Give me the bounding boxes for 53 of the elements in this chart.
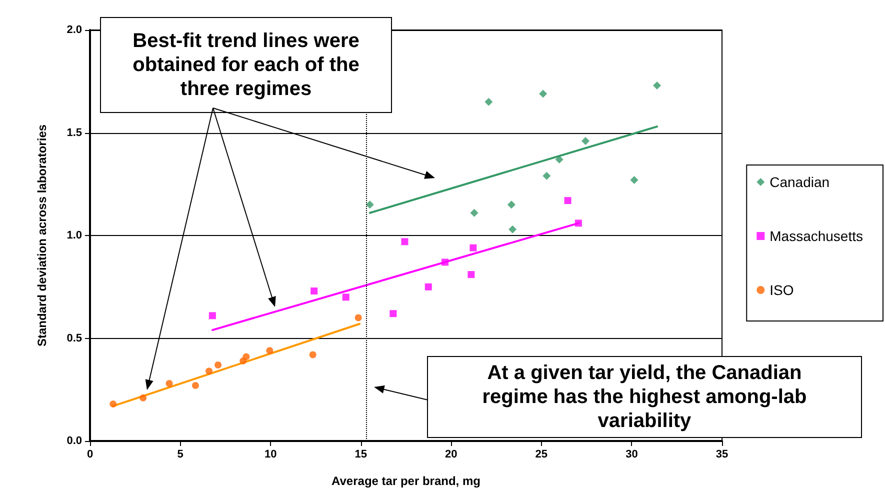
point	[242, 353, 250, 360]
x-tick-label: 35	[716, 448, 728, 460]
y-tick-label: 2.0	[66, 24, 82, 36]
point	[214, 361, 222, 368]
annotation: Best-fit trend lines were obtained for each of the three regimes	[132, 29, 360, 101]
callout: At a given tar yield, the Canadian regime has the highest among-lab variability	[427, 356, 862, 438]
point	[484, 98, 493, 106]
point	[508, 225, 517, 234]
point	[470, 208, 478, 217]
point	[366, 200, 374, 209]
point	[208, 312, 216, 320]
point	[424, 283, 432, 290]
point	[564, 197, 572, 204]
point	[309, 351, 316, 358]
point	[390, 310, 397, 318]
point	[652, 81, 661, 90]
point	[192, 382, 199, 390]
y-axis-title: Standard deviation across laboratories	[35, 124, 49, 347]
point	[354, 314, 362, 322]
x-tick-label: 10	[264, 448, 277, 460]
point	[310, 287, 318, 294]
x-tick-label: 30	[626, 448, 638, 460]
point	[206, 368, 212, 375]
x-tick-label: 5	[177, 448, 184, 460]
point	[401, 238, 408, 246]
y-tick-label: 1.5	[66, 126, 82, 139]
point	[630, 176, 638, 184]
point	[266, 347, 274, 354]
legend-label: Massachusetts	[770, 228, 864, 244]
point	[442, 258, 449, 266]
point	[110, 400, 117, 408]
point	[140, 394, 147, 402]
y-tick-label: 0.0	[66, 435, 82, 447]
y-tick-label: 1.0	[66, 230, 82, 242]
y-tick-label: 0.5	[66, 332, 82, 344]
point	[468, 271, 475, 278]
x-tick-label: 25	[535, 448, 548, 460]
point	[166, 380, 173, 387]
x-tick-label: 20	[445, 448, 458, 460]
point	[574, 220, 582, 227]
x-tick-label: 15	[354, 448, 367, 460]
point	[507, 200, 516, 209]
point	[539, 90, 548, 98]
annotation: At a given tar yield, the Canadian regime has the highest among-lab variability	[481, 361, 808, 433]
point	[542, 172, 551, 180]
point	[342, 294, 350, 301]
legend-label: Canadian	[770, 174, 830, 190]
point	[581, 136, 590, 145]
legend-label: ISO	[770, 282, 794, 298]
x-axis-title: Average tar per brand, mg	[332, 474, 480, 488]
x-tick-label: 0	[86, 448, 94, 460]
point	[470, 244, 477, 252]
callout: Best-fit trend lines were obtained for each of the three regimes	[100, 17, 392, 113]
